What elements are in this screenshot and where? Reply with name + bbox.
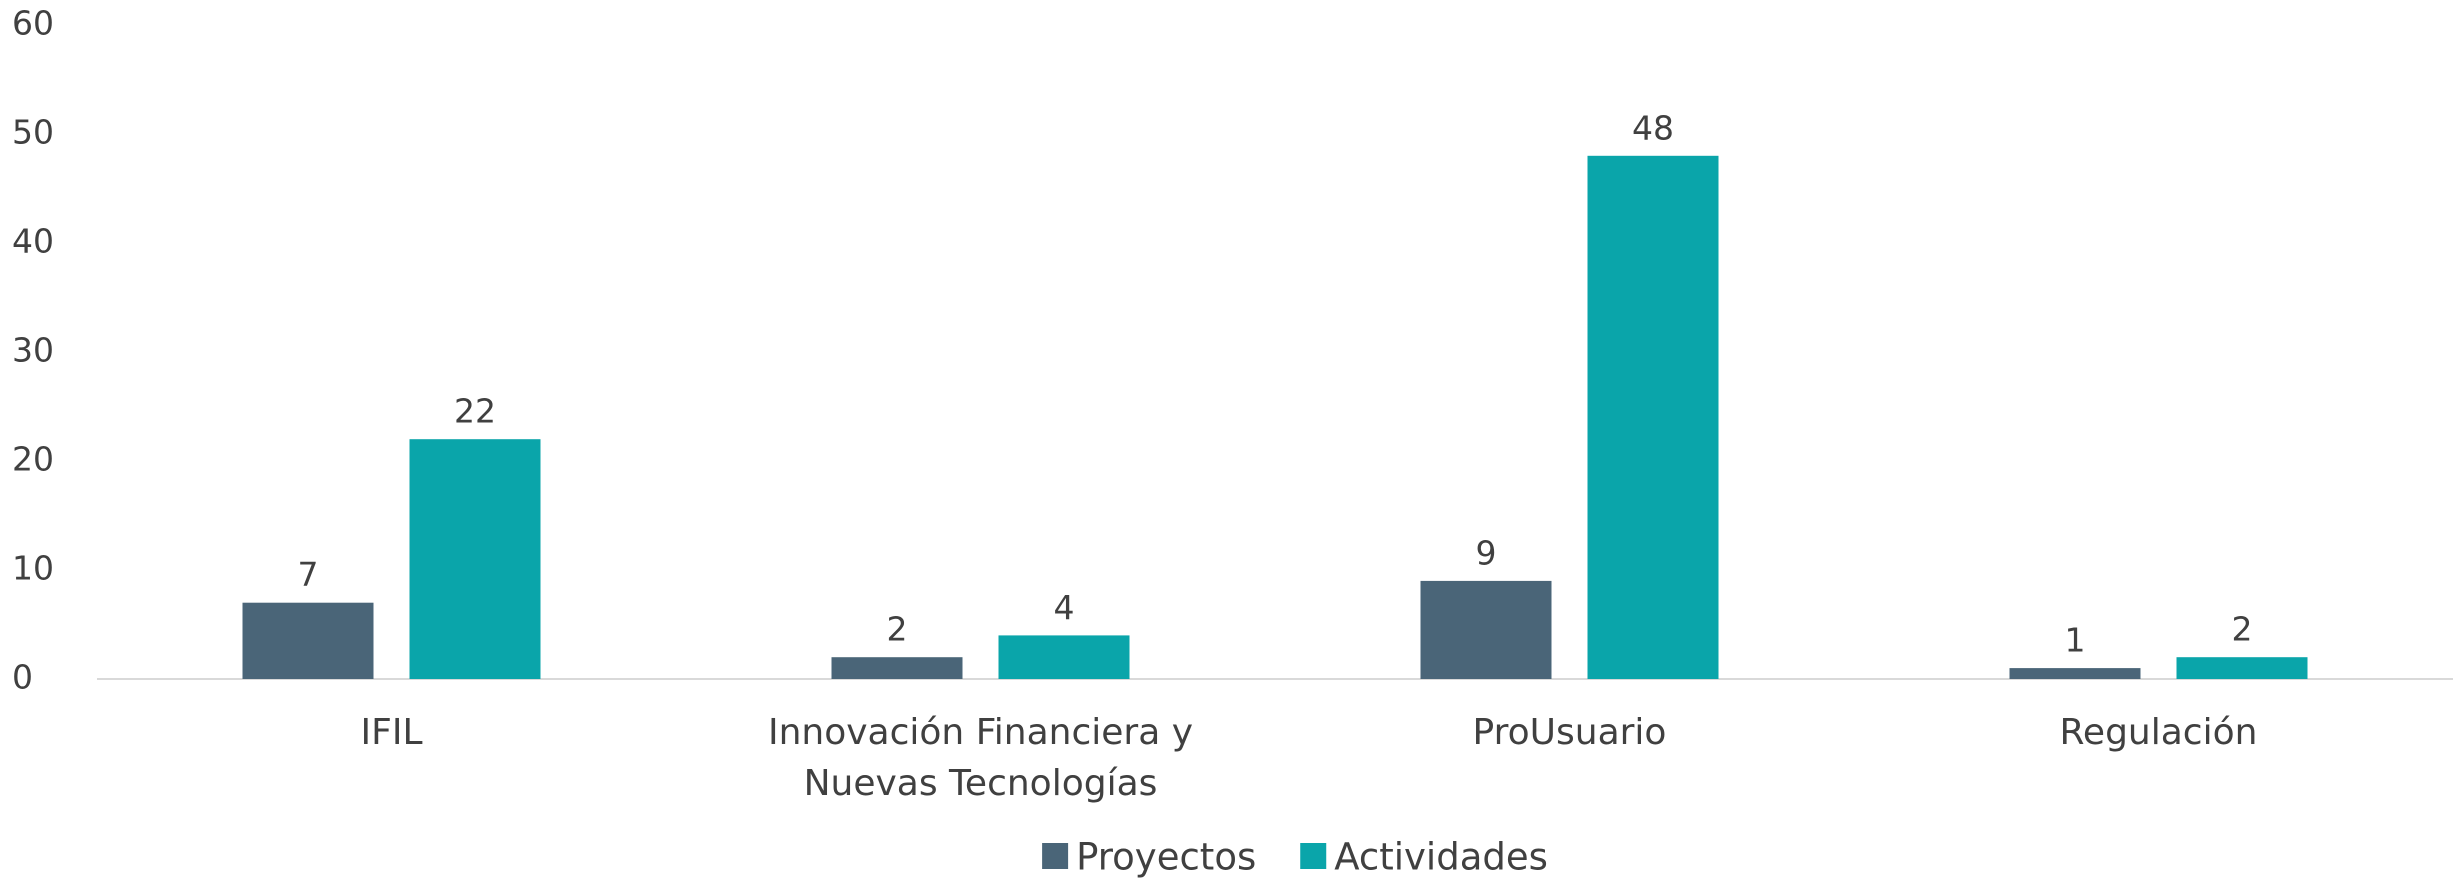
y-tick-label: 40 xyxy=(12,222,54,261)
legend-label: Actividades xyxy=(1334,836,1548,879)
y-tick-label: 0 xyxy=(12,658,33,697)
legend-label: Proyectos xyxy=(1076,836,1256,879)
value-label: 9 xyxy=(1476,533,1497,572)
y-tick-label: 10 xyxy=(12,549,54,588)
legend-swatch xyxy=(1300,843,1327,869)
value-label: 2 xyxy=(887,610,908,649)
bar xyxy=(831,657,963,679)
y-tick-label: 50 xyxy=(12,113,54,152)
value-label: 1 xyxy=(2065,621,2086,660)
bar xyxy=(2176,657,2308,679)
value-label: 4 xyxy=(1054,588,1075,627)
bar xyxy=(409,439,541,679)
x-tick-label-line: Nuevas Tecnologías xyxy=(804,763,1158,804)
y-tick-label: 60 xyxy=(12,4,54,43)
value-label: 7 xyxy=(298,555,319,594)
value-label: 2 xyxy=(2232,610,2253,649)
y-tick-label: 30 xyxy=(12,331,54,370)
bar xyxy=(2009,668,2141,679)
x-tick-label: ProUsuario xyxy=(1473,712,1667,753)
x-tick-label: Regulación xyxy=(2060,712,2258,753)
x-tick-label: Innovación Financiera y Nuevas Tecnología… xyxy=(768,712,1193,804)
legend: Proyectos Actividades xyxy=(1042,836,1548,879)
bar xyxy=(242,602,374,679)
x-tick-label: IFIL xyxy=(361,712,423,753)
legend-swatch xyxy=(1042,843,1069,869)
bar xyxy=(998,635,1130,679)
x-tick-label-line: Innovación Financiera y xyxy=(768,712,1193,753)
y-tick-label: 20 xyxy=(12,440,54,479)
bar xyxy=(1587,155,1719,680)
value-label: 48 xyxy=(1632,108,1674,147)
value-label: 22 xyxy=(454,392,496,431)
bar xyxy=(1420,580,1552,679)
